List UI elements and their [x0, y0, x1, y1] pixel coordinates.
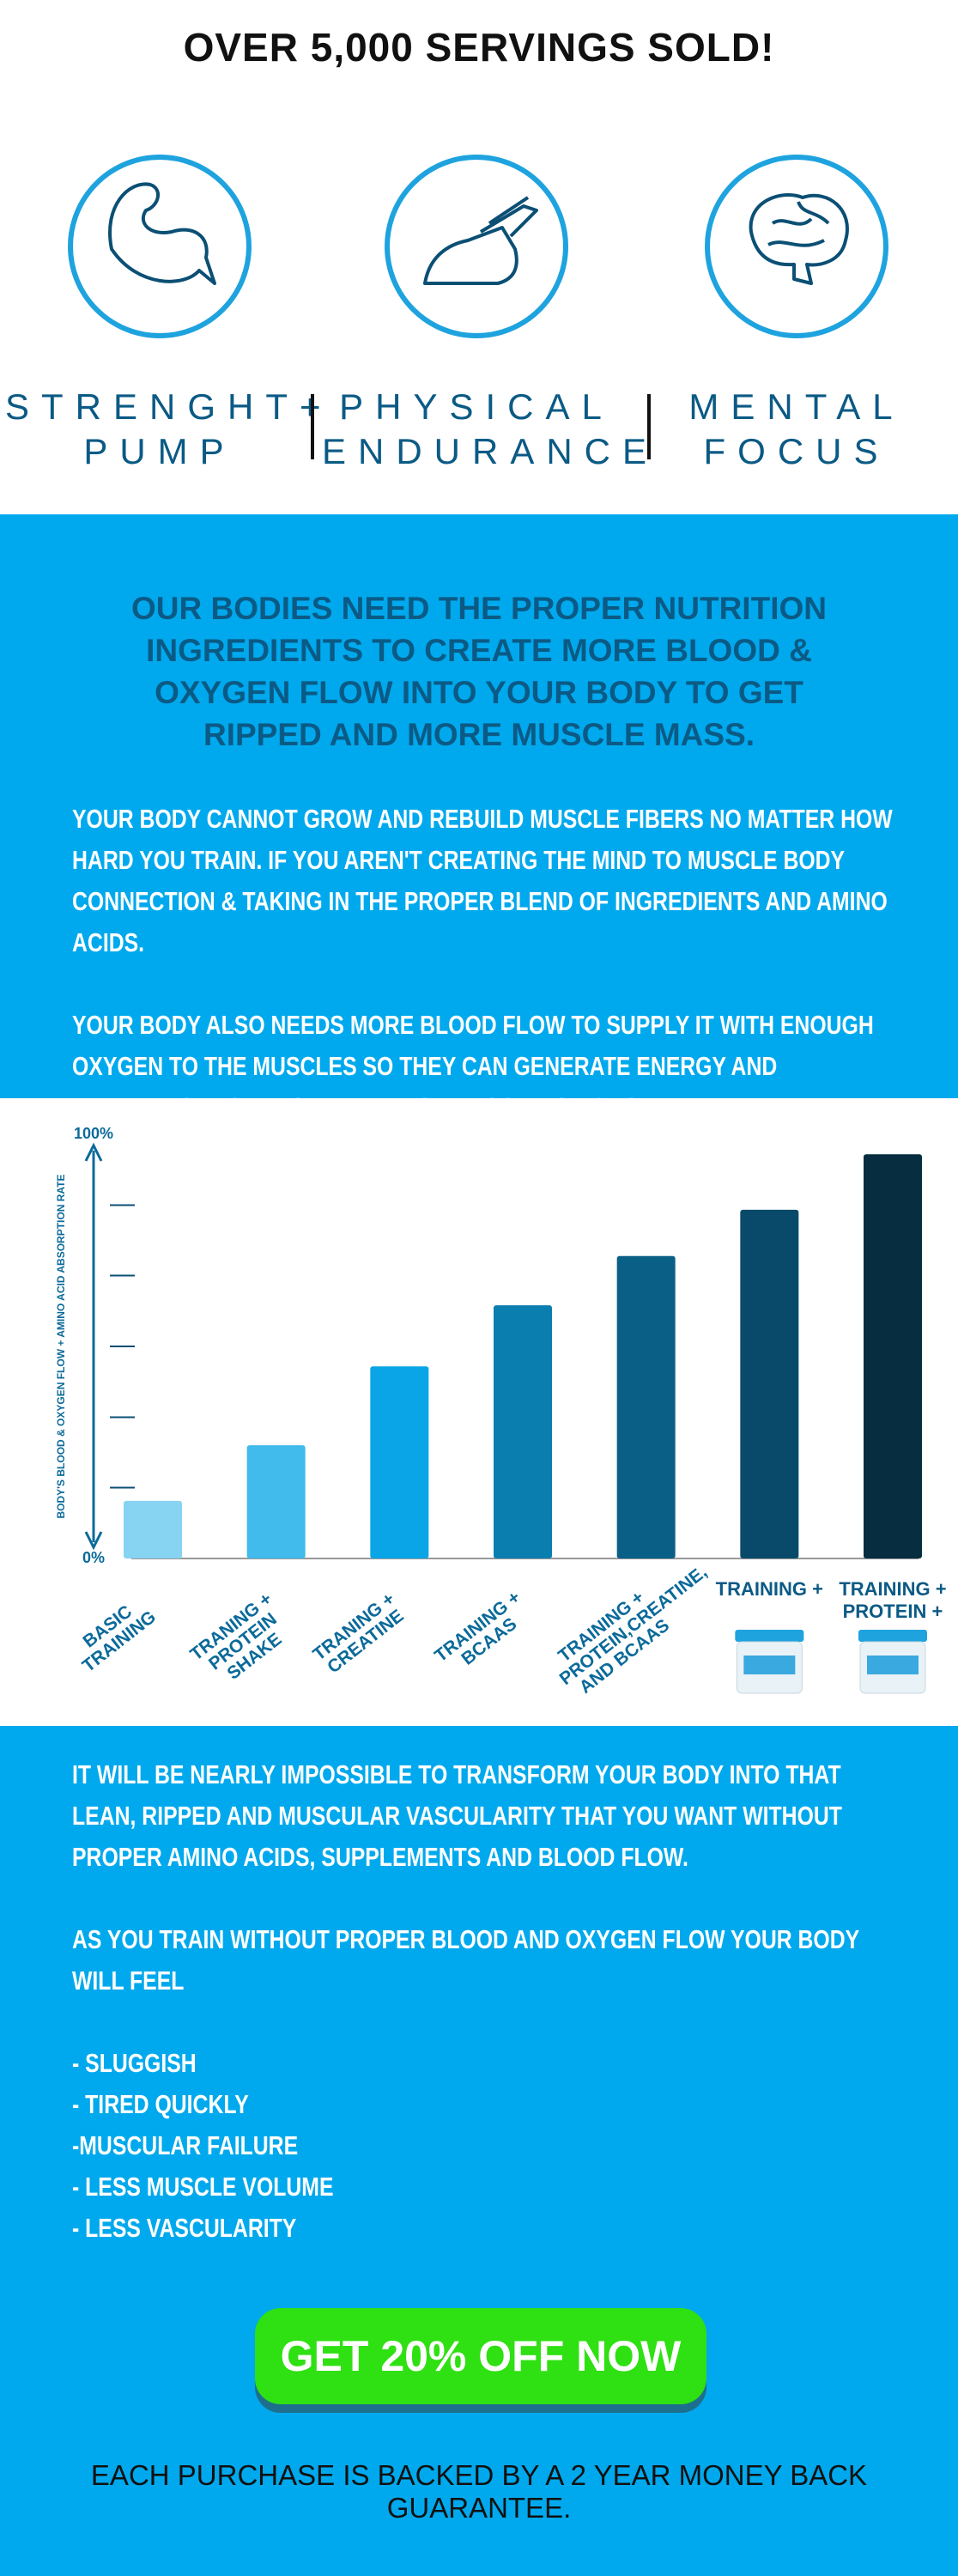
feature-label: STRENGHT+ PUMP [5, 385, 333, 474]
list-item: - SLUGGISH [72, 2048, 197, 2078]
bar [616, 1255, 676, 1558]
feature-line: STRENGHT+ [5, 386, 333, 427]
bar [124, 1500, 182, 1558]
page-title: OVER 5,000 SERVINGS SOLD! [183, 25, 775, 70]
intro-heading: OUR BODIES NEED THE PROPER NUTRITION ING… [131, 591, 827, 752]
list-item: - LESS VASCULARITY [72, 2213, 297, 2243]
separator [647, 394, 651, 459]
paragraph: YOUR BODY CANNOT GROW AND REBUILD MUSCLE… [72, 804, 893, 957]
feature-line: ENDURANCE [322, 431, 659, 471]
bar [740, 1209, 799, 1558]
benefits-text: IT WILL BE NEARLY IMPOSSIBLE TO TRANSFOR… [72, 1754, 903, 2249]
bar [370, 1366, 429, 1558]
y-tick-label: 0% [82, 1549, 105, 1566]
feature-line: FOCUS [703, 431, 890, 471]
arrow-heads [84, 1142, 103, 1551]
product-jar [858, 1630, 927, 1694]
intro-section [0, 514, 958, 1098]
feature-line: PHYSICAL [339, 386, 614, 427]
intro-text: YOUR BODY CANNOT GROW AND REBUILD MUSCLE… [72, 799, 903, 1170]
list-item: - TIRED QUICKLY [72, 2089, 249, 2119]
list-item: - LESS MUSCLE VOLUME [72, 2172, 334, 2202]
x-tick-label: TRAINING + PROTEIN + [839, 1578, 947, 1622]
chart: BODY'S BLOOD & OXYGEN FLOW + AMINO ACID … [55, 1125, 927, 1694]
guarantee: EACH PURCHASE IS BACKED BY A 2 YEAR MONE… [90, 2459, 868, 2524]
benefits-section [0, 1726, 958, 2576]
feature-label: MENTAL FOCUS [642, 385, 951, 474]
bar [246, 1445, 306, 1558]
paragraph: YOUR BODY ALSO NEEDS MORE BLOOD FLOW TO … [72, 1010, 874, 1122]
paragraph: IT WILL BE NEARLY IMPOSSIBLE TO TRANSFOR… [72, 1759, 842, 1872]
y-axis-label: BODY'S BLOOD & OXYGEN FLOW + AMINO ACID … [55, 1175, 67, 1519]
product-jar [735, 1630, 804, 1694]
y-tick-label: 100% [74, 1125, 113, 1142]
feature-line: PUMP [83, 431, 236, 471]
x-tick-label: TRAINING + [715, 1578, 823, 1600]
cta-button[interactable]: GET 20% OFF NOW [255, 2308, 706, 2404]
paragraph: AS YOU TRAIN WITHOUT PROPER BLOOD AND OX… [72, 1924, 859, 1996]
feature-line: MENTAL [688, 386, 905, 427]
bar [494, 1305, 552, 1558]
list-item: -MUSCULAR FAILURE [72, 2130, 299, 2160]
bar [864, 1154, 922, 1558]
feature-icons [68, 155, 888, 338]
separator [311, 394, 314, 459]
feature-label: PHYSICAL ENDURANCE [322, 385, 659, 474]
